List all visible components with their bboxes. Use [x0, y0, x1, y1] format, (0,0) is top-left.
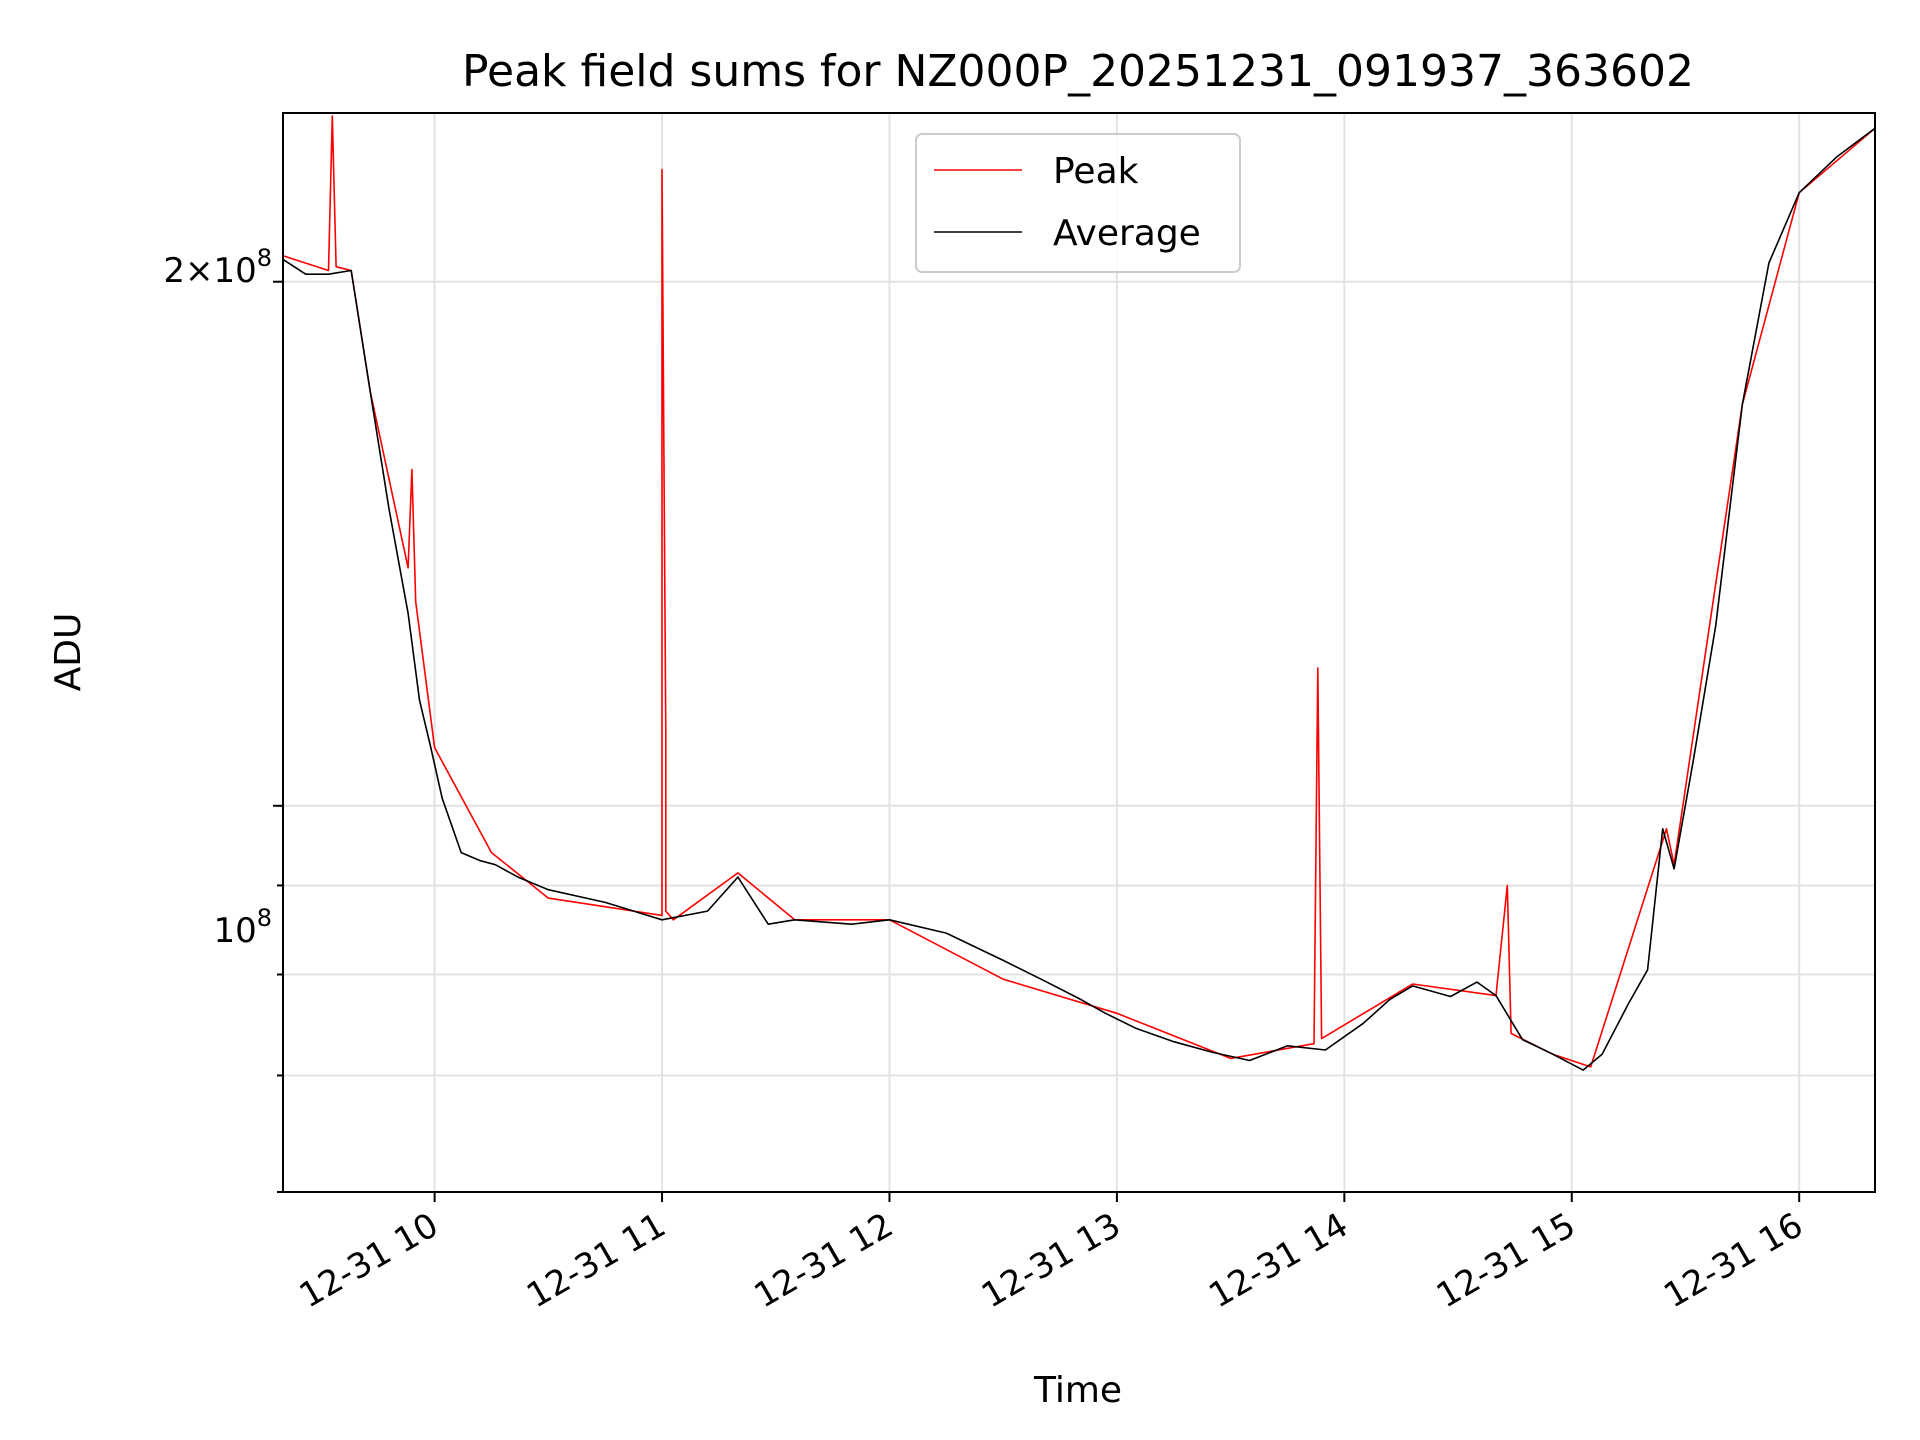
axes-frame	[282, 112, 1876, 1193]
chart-title: Peak field sums for NZ000P_20251231_0919…	[462, 46, 1694, 97]
y-axis-label: ADU	[48, 613, 89, 692]
legend-box	[915, 133, 1241, 273]
legend: Peak Average	[915, 133, 1241, 273]
legend-label-average: Average	[1053, 213, 1201, 254]
y-axis: 2×108 108	[163, 244, 272, 951]
y-tick-label-2e8: 2×108	[163, 244, 272, 291]
series-line-average	[282, 127, 1876, 1071]
legend-label-peak: Peak	[1053, 151, 1139, 192]
y-tick-label-1e8: 108	[213, 904, 272, 951]
x-axis-label: Time	[1033, 1370, 1122, 1411]
plot-area	[282, 115, 1876, 1071]
